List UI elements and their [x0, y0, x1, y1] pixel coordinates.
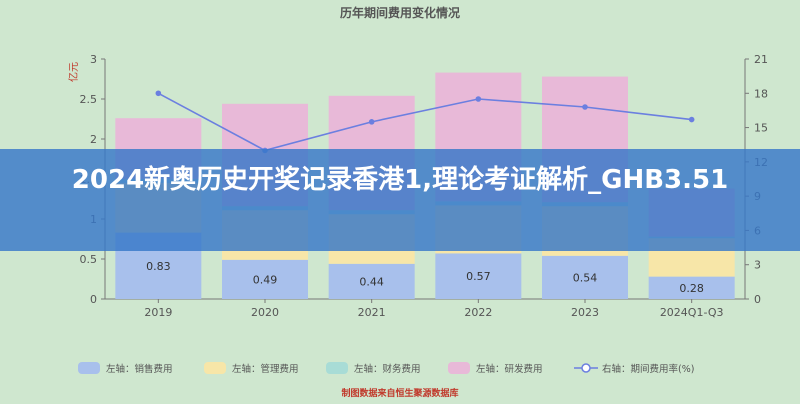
- x-tick-label: 2022: [464, 306, 492, 319]
- right-tick-label: 18: [754, 87, 768, 100]
- line-point: [155, 90, 162, 97]
- legend-label: 左轴：财务费用: [354, 363, 421, 375]
- legend-swatch-sales: [78, 362, 100, 374]
- legend-label: 左轴：管理费用: [232, 363, 299, 375]
- left-tick-label: 3: [90, 53, 97, 66]
- left-tick-label: 2: [90, 133, 97, 146]
- left-tick-label: 2.5: [80, 93, 98, 106]
- chart-title: 历年期间费用变化情况: [340, 5, 460, 20]
- banner-title: 2024新奥历史开奖记录香港1,理论考证解析_GHB3.51: [71, 165, 729, 195]
- x-tick-label: 2020: [251, 306, 279, 319]
- legend: 左轴：销售费用 左轴：管理费用 左轴：财务费用 左轴：研发费用 右轴：期间费用率(%): [78, 362, 694, 375]
- line-point: [582, 104, 588, 110]
- right-tick-label: 15: [754, 122, 768, 135]
- bar-sales: [328, 263, 415, 299]
- line-point: [688, 116, 695, 123]
- x-tick-label: 2023: [571, 306, 599, 319]
- left-tick-label: 0.5: [80, 253, 98, 266]
- right-tick-label: 21: [754, 53, 768, 66]
- line-point: [368, 119, 375, 125]
- legend-label: 左轴：研发费用: [476, 363, 543, 375]
- bar-sales: [435, 253, 522, 299]
- bar-sales: [542, 255, 628, 299]
- footer-source: 制图数据来自恒生聚源数据库: [341, 387, 458, 399]
- bar-data-label: 0.49: [253, 273, 278, 286]
- bar-data-label: 0.83: [146, 260, 171, 273]
- line-point: [475, 96, 482, 102]
- legend-swatch-finance: [326, 362, 348, 374]
- bar-data-label: 0.57: [466, 270, 491, 283]
- legend-line-marker: [581, 363, 591, 373]
- left-tick-label: 0: [90, 293, 97, 306]
- line-rate-series: [157, 92, 692, 152]
- bar-sales: [648, 276, 735, 299]
- x-tick-label: 2021: [358, 306, 386, 319]
- overlay-banner: 2024新奥历史开奖记录香港1,理论考证解析_GHB3.51: [0, 149, 800, 251]
- x-tick-label: 2024Q1-Q3: [660, 306, 724, 319]
- legend-label: 右轴：期间费用率(%): [602, 363, 694, 375]
- bar-data-label: 0.28: [679, 282, 704, 295]
- bar-data-label: 0.44: [359, 275, 384, 288]
- legend-label: 左轴：销售费用: [106, 363, 173, 375]
- bar-sales: [222, 259, 308, 299]
- left-axis-unit: 亿元: [67, 62, 80, 82]
- right-tick-label: 0: [754, 293, 761, 306]
- bar-data-label: 0.54: [573, 271, 598, 284]
- legend-swatch-rd: [448, 362, 470, 374]
- legend-swatch-mgmt: [204, 362, 226, 374]
- right-tick-label: 3: [754, 259, 761, 272]
- x-tick-label: 2019: [144, 306, 172, 319]
